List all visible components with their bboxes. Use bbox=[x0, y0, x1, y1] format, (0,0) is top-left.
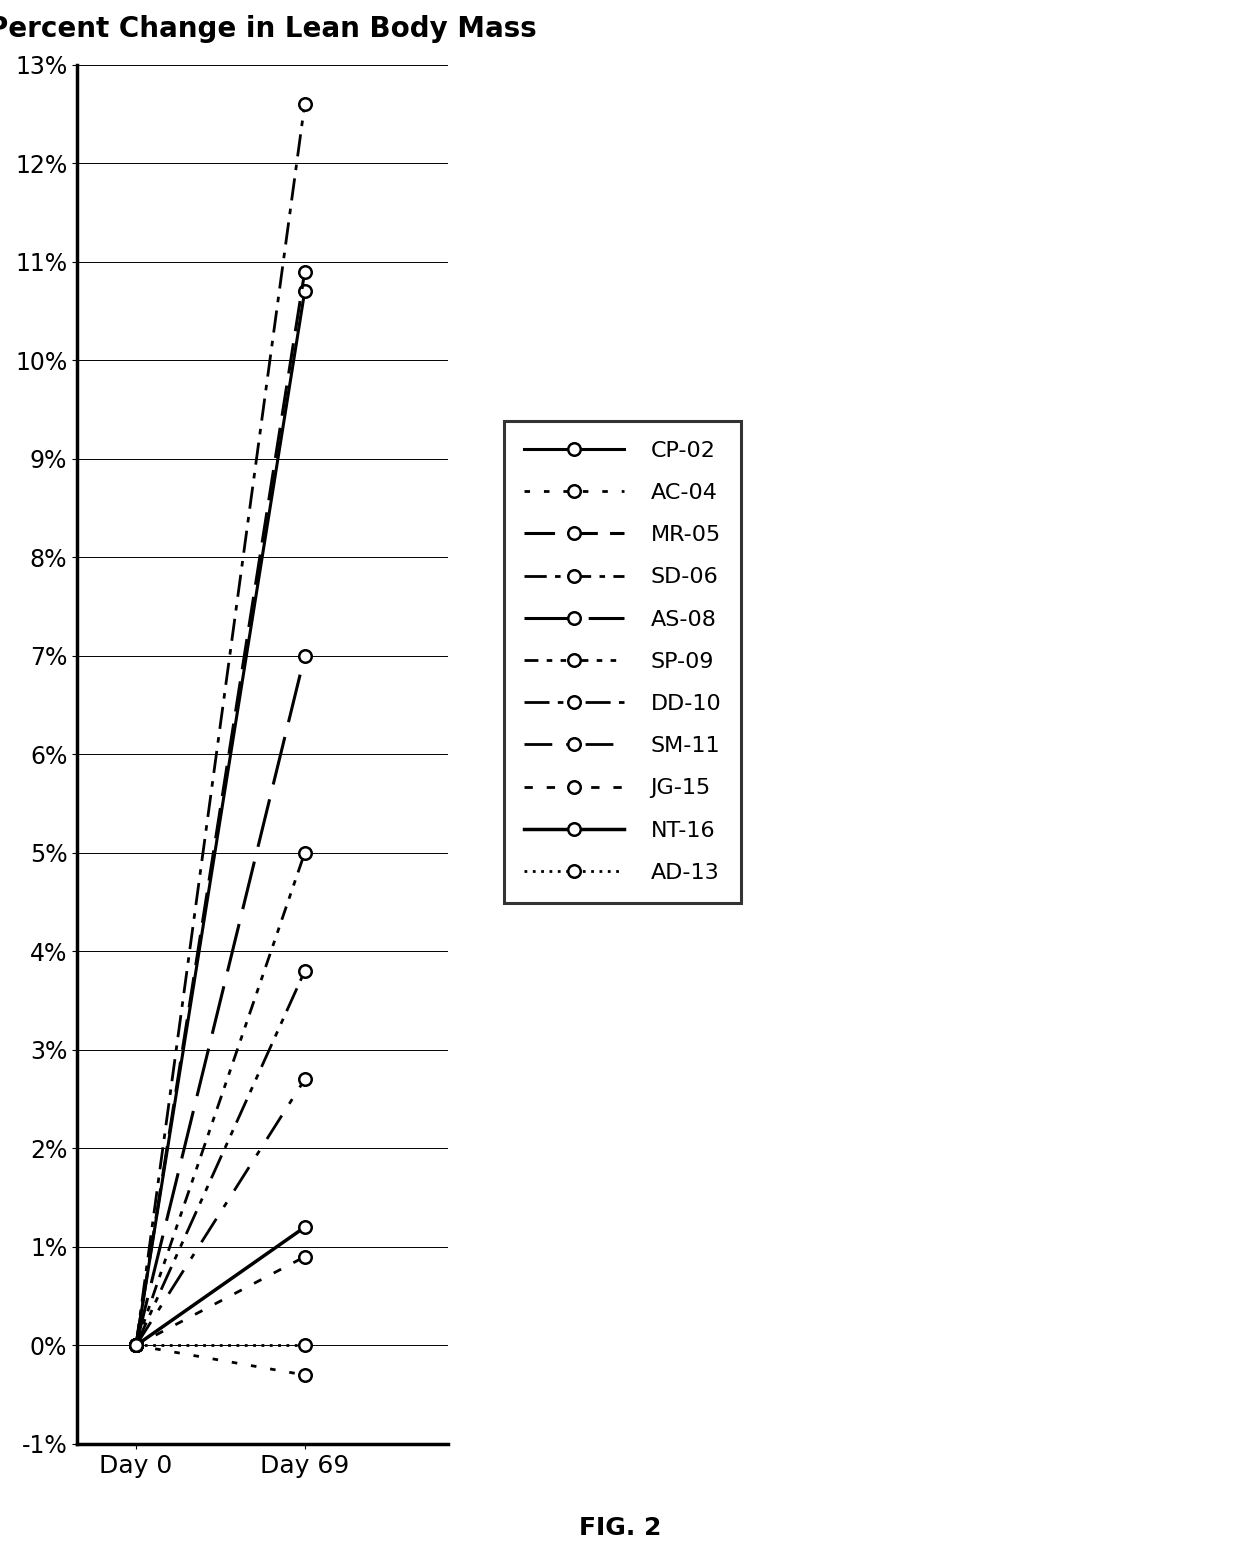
Text: FIG. 2: FIG. 2 bbox=[579, 1516, 661, 1540]
Title: Percent Change in Lean Body Mass: Percent Change in Lean Body Mass bbox=[0, 16, 537, 44]
Legend: CP-02, AC-04, MR-05, SD-06, AS-08, SP-09, DD-10, SM-11, JG-15, NT-16, AD-13: CP-02, AC-04, MR-05, SD-06, AS-08, SP-09… bbox=[503, 420, 742, 903]
